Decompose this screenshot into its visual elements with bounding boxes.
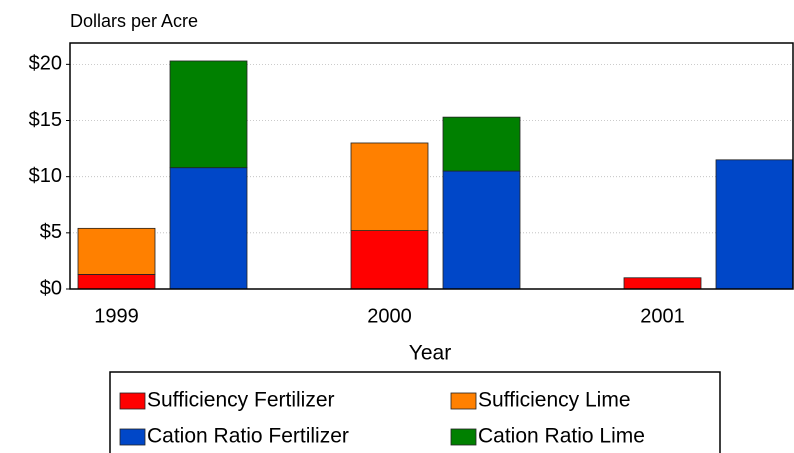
legend-label: Cation Ratio Lime	[478, 425, 645, 448]
legend-label: Cation Ratio Fertilizer	[147, 425, 349, 448]
bar-segment	[442, 116, 521, 172]
x-tick-label: 2001	[640, 305, 685, 327]
y-tick-label: $0	[40, 277, 62, 299]
legend-box	[109, 371, 721, 453]
bar-segment	[169, 60, 248, 169]
bar-segment	[77, 273, 156, 290]
legend-label: Sufficiency Lime	[478, 389, 631, 412]
legend-label: Sufficiency Fertilizer	[147, 389, 335, 412]
bar-segment	[350, 230, 429, 290]
x-tick-label: 1999	[94, 305, 139, 327]
y-tick-label: $5	[40, 221, 62, 243]
x-axis-label: Year	[409, 342, 451, 365]
legend-swatch	[119, 392, 146, 410]
bar-segment	[350, 142, 429, 231]
bar-segment	[715, 159, 794, 290]
bar-segment	[623, 277, 702, 290]
y-tick-label: $10	[29, 165, 62, 187]
plot-frame	[69, 42, 794, 290]
x-tick-label: 2000	[367, 305, 412, 327]
y-tick-label: $15	[29, 109, 62, 131]
y-tick-label: $20	[29, 53, 62, 75]
legend-swatch	[119, 428, 146, 446]
bar-segment	[77, 227, 156, 275]
bar-segment	[169, 167, 248, 290]
bar-segment	[442, 170, 521, 290]
y-axis-label: Dollars per Acre	[70, 11, 198, 31]
legend-swatch	[450, 428, 477, 446]
legend-swatch	[450, 392, 477, 410]
